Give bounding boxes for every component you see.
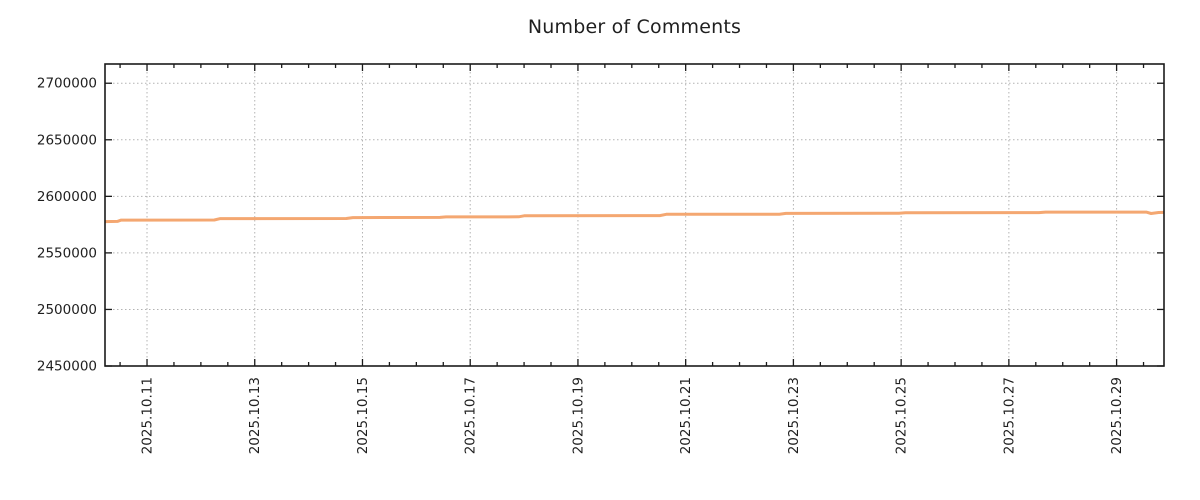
y-tick-label: 2500000 xyxy=(37,302,97,318)
y-tick-label: 2700000 xyxy=(37,76,97,92)
y-tick-label: 2650000 xyxy=(37,132,97,148)
x-tick-label: 2025.10.29 xyxy=(1109,377,1125,454)
chart-title: Number of Comments xyxy=(527,16,742,38)
y-tick-label: 2550000 xyxy=(37,245,97,261)
x-tick-label: 2025.10.25 xyxy=(894,377,910,454)
plot-border xyxy=(104,63,1165,367)
x-tick-label: 2025.10.17 xyxy=(463,377,479,454)
x-tick-label: 2025.10.21 xyxy=(678,377,694,454)
x-tick-label: 2025.10.13 xyxy=(247,377,263,454)
x-tick-label: 2025.10.23 xyxy=(786,377,802,454)
x-tick-label: 2025.10.15 xyxy=(355,377,371,454)
series-line xyxy=(104,210,1165,224)
y-tick-label: 2600000 xyxy=(37,189,97,205)
x-tick-label: 2025.10.19 xyxy=(570,377,586,454)
y-tick-label: 2450000 xyxy=(37,359,97,375)
x-tick-label: 2025.10.11 xyxy=(140,377,156,454)
x-tick-label: 2025.10.27 xyxy=(1001,377,1017,454)
